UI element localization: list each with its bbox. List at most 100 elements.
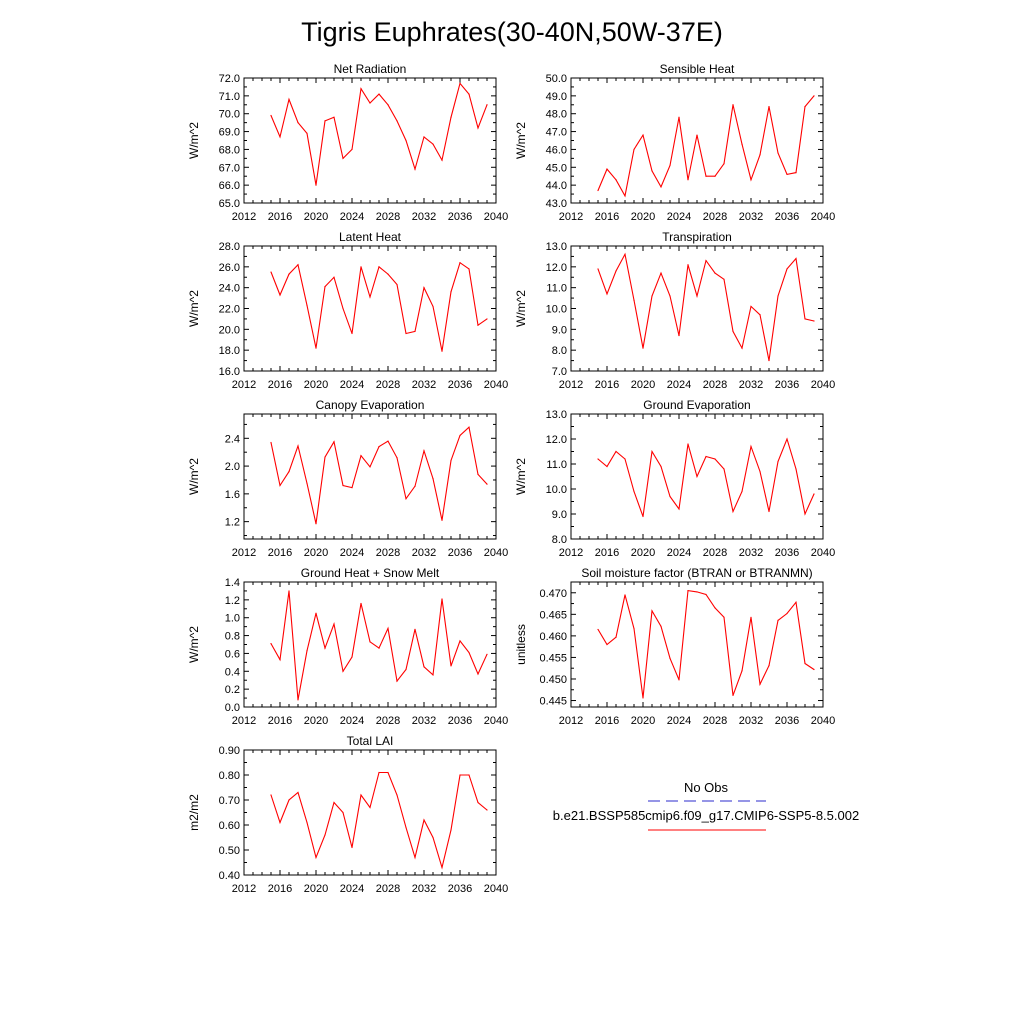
data-point	[633, 299, 635, 301]
x-tick-label: 2012	[559, 379, 583, 391]
data-point	[741, 143, 743, 145]
x-tick-label: 2024	[340, 883, 364, 895]
data-point	[315, 612, 317, 614]
x-tick-label: 2040	[484, 883, 508, 895]
data-point	[714, 175, 716, 177]
data-point	[468, 426, 470, 428]
x-tick-label: 2020	[304, 211, 328, 223]
data-point	[795, 468, 797, 470]
y-axis-label: W/m^2	[514, 290, 528, 327]
panel-title: Canopy Evaporation	[316, 398, 425, 412]
data-point	[477, 324, 479, 326]
data-point	[450, 665, 452, 667]
data-point	[669, 495, 671, 498]
y-tick-label: 66.0	[219, 180, 240, 192]
x-tick-label: 2012	[559, 547, 583, 559]
data-point	[441, 598, 443, 600]
y-tick-label: 0.470	[539, 588, 567, 600]
panel-title: Ground Evaporation	[643, 398, 750, 412]
data-point	[360, 266, 362, 268]
data-point	[270, 271, 272, 273]
y-tick-label: 67.0	[219, 162, 240, 174]
data-point	[459, 640, 461, 642]
plot-frame	[243, 749, 497, 876]
x-tick-label: 2040	[811, 379, 835, 391]
y-tick-label: 11.0	[546, 459, 567, 471]
x-tick-label: 2016	[595, 715, 619, 727]
y-tick-label: 22.0	[219, 304, 240, 316]
y-tick-label: 50.0	[546, 73, 567, 85]
data-point	[714, 458, 716, 460]
panel-title: Sensible Heat	[660, 62, 735, 76]
data-point	[342, 811, 344, 814]
data-point	[378, 647, 380, 649]
panel-title: Soil moisture factor (BTRAN or BTRANMN)	[581, 566, 812, 580]
data-point	[432, 477, 434, 480]
data-point	[324, 834, 326, 836]
data-point	[696, 295, 698, 297]
data-point	[369, 296, 371, 298]
data-point	[333, 441, 335, 443]
data-point	[459, 262, 461, 264]
data-point	[732, 104, 734, 106]
y-axis-label: W/m^2	[187, 626, 201, 663]
data-point	[315, 523, 317, 525]
data-point	[597, 628, 599, 631]
data-point	[360, 602, 362, 605]
data-point	[441, 866, 443, 869]
panel-title: Ground Heat + Snow Melt	[301, 566, 440, 580]
data-point	[642, 347, 644, 349]
y-axis-label: W/m^2	[514, 122, 528, 159]
data-point	[378, 93, 380, 95]
x-tick-label: 2012	[559, 715, 583, 727]
data-point	[405, 498, 407, 500]
x-tick-label: 2024	[667, 547, 691, 559]
data-point	[315, 856, 317, 859]
x-tick-label: 2040	[811, 211, 835, 223]
y-tick-label: 0.70	[219, 795, 240, 807]
y-tick-label: 7.0	[552, 366, 567, 378]
x-tick-label: 2036	[775, 547, 799, 559]
y-tick-label: 26.0	[219, 262, 240, 274]
data-point	[369, 466, 371, 468]
x-tick-label: 2028	[703, 379, 727, 391]
data-point	[324, 647, 326, 649]
data-point	[324, 456, 326, 458]
y-tick-label: 65.0	[219, 198, 240, 210]
y-tick-label: 13.0	[546, 241, 567, 253]
data-point	[486, 318, 488, 320]
data-point	[750, 445, 752, 448]
x-tick-label: 2024	[667, 211, 691, 223]
panel-transpiration: Transpiration W/m^2 2012 2016 2020 2024 2028 20…	[514, 230, 835, 391]
data-point	[432, 143, 434, 145]
y-tick-label: 70.0	[219, 109, 240, 121]
x-tick-label: 2012	[232, 379, 256, 391]
x-tick-label: 2012	[232, 211, 256, 223]
data-point	[477, 127, 479, 129]
panel-sensible-heat: Sensible Heat W/m^2 2012 2016 2020 2024 2028 20…	[514, 62, 835, 223]
data-point	[696, 475, 698, 478]
x-tick-label: 2012	[232, 883, 256, 895]
y-tick-label: 9.0	[552, 509, 567, 521]
data-point	[615, 450, 617, 453]
x-tick-label: 2040	[484, 547, 508, 559]
y-tick-label: 0.50	[219, 845, 240, 857]
data-point	[306, 304, 308, 306]
data-point	[387, 273, 389, 275]
x-tick-label: 2016	[595, 211, 619, 223]
data-point	[396, 457, 398, 459]
data-point	[687, 443, 689, 445]
y-tick-label: 0.0	[225, 702, 240, 714]
data-point	[378, 266, 380, 268]
x-tick-label: 2024	[340, 379, 364, 391]
x-tick-label: 2032	[739, 715, 763, 727]
y-tick-label: 1.0	[225, 613, 240, 625]
x-tick-label: 2036	[448, 211, 472, 223]
data-point	[723, 468, 725, 470]
plot-frame	[243, 413, 497, 540]
data-point	[759, 470, 761, 473]
plot-frame	[570, 245, 824, 372]
x-tick-label: 2016	[268, 715, 292, 727]
data-point	[624, 253, 626, 255]
data-point	[333, 116, 335, 118]
